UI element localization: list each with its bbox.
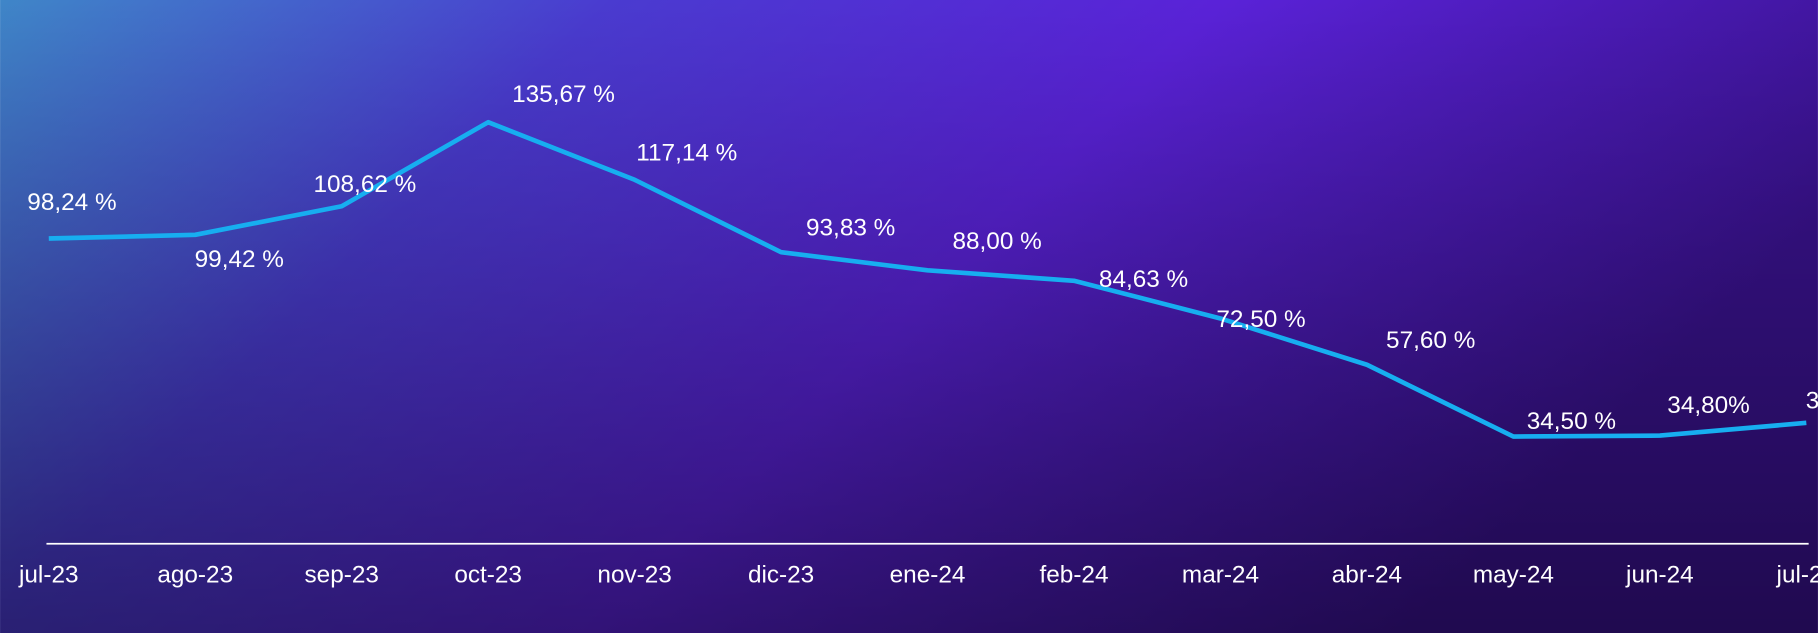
x-tick-label: dic-23 bbox=[748, 562, 814, 589]
x-tick-label: nov-23 bbox=[597, 562, 671, 589]
data-label: 135,67 % bbox=[512, 81, 615, 108]
data-label: 93,83 % bbox=[806, 214, 895, 241]
data-label: 88,00 % bbox=[952, 228, 1041, 255]
x-tick-label: abr-24 bbox=[1332, 562, 1402, 589]
x-tick-label: oct-23 bbox=[454, 562, 522, 589]
x-tick-label: jun-24 bbox=[1625, 562, 1694, 589]
x-tick-label: jul-24 bbox=[1776, 562, 1818, 589]
x-tick-label: sep-23 bbox=[305, 562, 379, 589]
data-line bbox=[48, 119, 1807, 439]
data-label: 98,24 % bbox=[27, 189, 116, 216]
data-label: 84,63 % bbox=[1099, 266, 1188, 293]
data-label: 34,80% bbox=[1667, 392, 1750, 419]
x-tick-label: feb-24 bbox=[1040, 562, 1109, 589]
data-label: 57,60 % bbox=[1386, 327, 1475, 354]
data-label: 117,14 % bbox=[636, 140, 737, 167]
data-label: 72,50 % bbox=[1216, 306, 1305, 333]
x-tick-label: may-24 bbox=[1473, 562, 1554, 589]
x-tick-label: ene-24 bbox=[890, 562, 966, 589]
data-label: 38,90 % bbox=[1806, 387, 1818, 414]
data-label: 34,50 % bbox=[1527, 408, 1616, 435]
data-label: 108,62 % bbox=[313, 171, 416, 198]
x-tick-label: mar-24 bbox=[1182, 562, 1259, 589]
x-tick-label: ago-23 bbox=[157, 562, 233, 589]
x-tick-label: jul-23 bbox=[18, 562, 79, 589]
data-label: 99,42 % bbox=[195, 246, 284, 273]
